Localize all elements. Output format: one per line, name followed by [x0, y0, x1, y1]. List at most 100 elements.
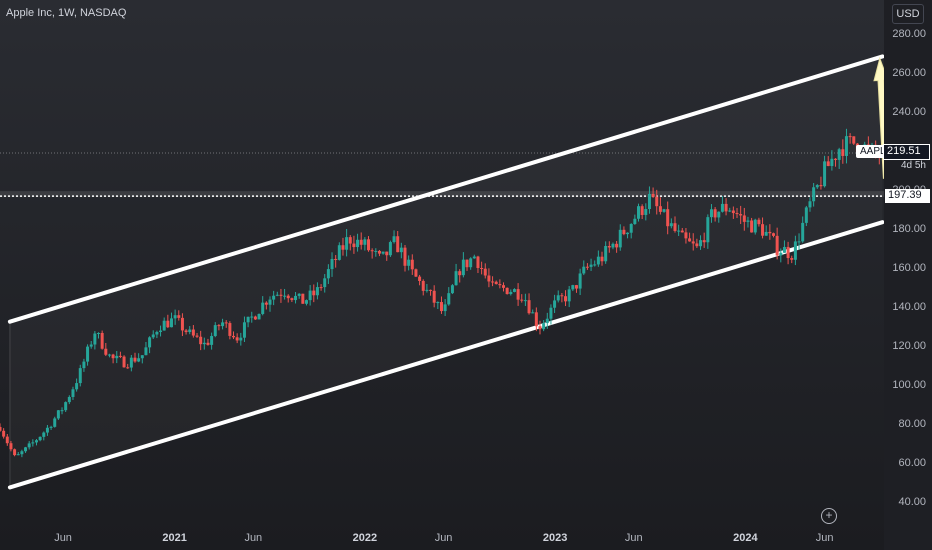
candle-body — [786, 246, 790, 259]
candle-body — [677, 230, 681, 232]
candle — [564, 290, 568, 307]
candle-body — [308, 290, 312, 301]
candle — [425, 283, 429, 293]
x-tick-label: 2024 — [733, 532, 758, 544]
y-tick-label: 260.00 — [892, 67, 926, 79]
candle-body — [129, 357, 133, 368]
candle — [852, 136, 856, 145]
candle — [830, 150, 834, 171]
candle-body — [359, 239, 363, 245]
candle-body — [585, 266, 589, 268]
candle — [315, 282, 319, 300]
candle — [753, 218, 757, 235]
candle — [432, 285, 436, 308]
candle — [261, 296, 265, 316]
candle-body — [793, 241, 797, 260]
candle-body — [407, 259, 411, 266]
candle-body — [24, 447, 28, 452]
candle — [118, 351, 122, 359]
candle-body — [166, 320, 170, 328]
candle — [775, 227, 779, 260]
candle — [2, 428, 6, 439]
candle — [429, 289, 433, 296]
y-tick-label: 180.00 — [892, 223, 926, 235]
candle-body — [574, 285, 578, 289]
candle — [717, 211, 721, 223]
candle-body — [746, 220, 750, 222]
candle — [24, 446, 28, 453]
candle-body — [392, 236, 396, 243]
candle-body — [31, 442, 35, 444]
candle — [60, 407, 64, 415]
candle-body — [662, 209, 666, 212]
currency-button[interactable]: USD — [892, 4, 924, 24]
candle — [556, 290, 560, 303]
candle-body — [458, 271, 462, 276]
candle — [819, 176, 823, 190]
candle — [20, 449, 24, 458]
candle-body — [133, 357, 137, 362]
candle-body — [520, 299, 524, 301]
candle — [498, 279, 502, 289]
candle-body — [173, 315, 177, 319]
candle-body — [53, 418, 57, 427]
candle-body — [637, 206, 641, 219]
candle — [582, 260, 586, 276]
candle — [502, 282, 506, 292]
candle-body — [469, 258, 473, 268]
candle-body — [768, 231, 772, 234]
candle-body — [312, 290, 316, 296]
candle — [600, 251, 604, 266]
candle — [414, 268, 418, 277]
plus-circle-icon[interactable]: + — [821, 508, 837, 524]
candle — [403, 244, 407, 272]
x-tick-label: 2021 — [162, 532, 187, 544]
candle-body — [421, 280, 425, 291]
candle-body — [582, 266, 586, 274]
price-scale[interactable] — [884, 0, 932, 550]
candle-body — [502, 285, 506, 288]
candle — [487, 268, 491, 288]
candle-body — [264, 302, 268, 305]
candle-body — [837, 149, 841, 160]
candle — [133, 352, 137, 363]
candle-body — [834, 158, 838, 160]
y-tick-label: 40.00 — [898, 496, 926, 508]
candle-body — [323, 278, 327, 288]
candle — [385, 251, 389, 261]
candle — [115, 350, 119, 364]
candle — [253, 315, 257, 320]
candle-body — [571, 285, 575, 290]
y-tick-label: 240.00 — [892, 106, 926, 118]
x-tick-label: Jun — [244, 532, 263, 544]
y-tick-label: 140.00 — [892, 301, 926, 313]
candle — [166, 314, 170, 329]
candle — [140, 355, 144, 364]
candle-body — [761, 224, 765, 236]
candle — [275, 291, 279, 297]
candle-body — [509, 291, 513, 295]
candle-body — [257, 313, 261, 320]
candle — [841, 139, 845, 164]
candle — [844, 128, 848, 164]
candle-body — [728, 210, 732, 212]
candle-body — [283, 295, 287, 297]
candle-body — [403, 247, 407, 266]
candle — [111, 353, 115, 364]
candle — [706, 214, 710, 249]
candle-body — [706, 217, 710, 243]
candle-body — [155, 331, 159, 335]
symbol-label: AAPL — [856, 145, 890, 158]
candle-body — [823, 161, 827, 187]
candle — [684, 228, 688, 244]
x-tick-label: 2023 — [542, 532, 568, 544]
candle — [290, 297, 294, 303]
candle — [363, 237, 367, 251]
candle-body — [491, 281, 495, 283]
candle — [808, 197, 812, 212]
candle-body — [848, 136, 852, 138]
candle-body — [42, 432, 46, 437]
candle — [184, 328, 188, 335]
